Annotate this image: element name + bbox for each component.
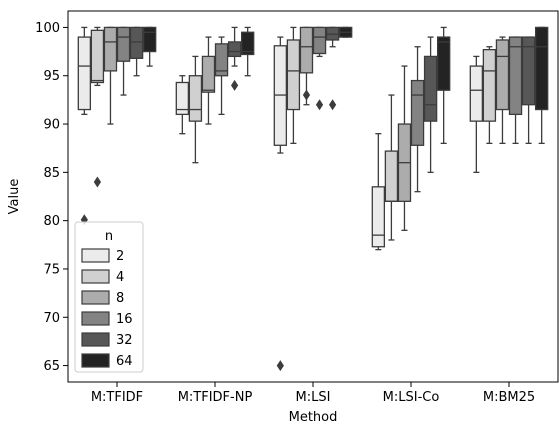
box-body xyxy=(371,186,386,248)
legend-swatch-n8 xyxy=(81,290,110,305)
box-n8-m-bm25 xyxy=(495,36,510,145)
y-tick-label: 100 xyxy=(35,21,60,36)
box-n2-m-lsi-co xyxy=(371,133,386,251)
box-n16-m-tfidf-np xyxy=(214,36,229,116)
box-body xyxy=(534,26,549,111)
legend-label-n16: 16 xyxy=(116,312,133,327)
box-body xyxy=(423,55,438,122)
box-body xyxy=(410,79,425,146)
box-n64-m-lsi-co xyxy=(436,26,451,145)
box-n16-m-tfidf xyxy=(116,26,131,96)
box-n8-m-lsi-co xyxy=(397,65,412,231)
legend-swatch-n64 xyxy=(81,353,110,368)
outlier-point xyxy=(302,89,311,101)
box-n64-m-lsi xyxy=(338,26,353,38)
y-tick-label: 90 xyxy=(43,118,60,133)
box-body xyxy=(299,26,314,74)
box-body xyxy=(214,43,229,77)
legend-label-n8: 8 xyxy=(116,291,124,306)
box-n32-m-lsi-co xyxy=(423,36,438,173)
box-n16-m-bm25 xyxy=(508,36,523,145)
box-n16-m-lsi-co xyxy=(410,46,425,193)
legend-label-n4: 4 xyxy=(116,270,124,285)
box-n4-m-lsi xyxy=(286,26,301,145)
legend-label-n2: 2 xyxy=(116,249,124,264)
legend-label-n32: 32 xyxy=(116,333,133,348)
box-body xyxy=(312,26,327,55)
outlier-point xyxy=(93,176,101,188)
box-body xyxy=(436,36,451,91)
box-body xyxy=(90,29,105,84)
box-body xyxy=(482,48,497,122)
box-body xyxy=(142,26,157,53)
box-n8-m-lsi xyxy=(299,26,314,106)
box-n4-m-lsi-co xyxy=(384,94,399,241)
box-body xyxy=(384,150,399,202)
y-tick-label: 70 xyxy=(43,311,60,326)
box-body xyxy=(201,55,216,93)
legend-swatch-n16 xyxy=(81,311,110,326)
x-axis: M:TFIDF M:TFIDF-NP M:LSI M:LSI-Co M:BM25 xyxy=(91,382,535,405)
y-tick-label: 65 xyxy=(43,359,60,374)
box-n4-m-tfidf xyxy=(90,26,105,188)
box-n2-m-tfidf xyxy=(77,26,92,226)
box-n32-m-tfidf xyxy=(129,26,144,77)
box-n64-m-bm25 xyxy=(534,26,549,145)
legend-title: n xyxy=(105,229,113,244)
box-body xyxy=(188,75,203,122)
x-tick-label: M:TFIDF-NP xyxy=(178,390,253,405)
y-axis-label: Value xyxy=(7,179,22,215)
box-body xyxy=(103,26,118,72)
box-n64-m-tfidf-np xyxy=(240,26,255,77)
y-tick-label: 75 xyxy=(43,262,60,277)
outlier-point xyxy=(315,99,324,111)
box-n2-m-lsi xyxy=(273,36,288,372)
box-n8-m-tfidf-np xyxy=(201,36,216,125)
box-body xyxy=(508,36,523,116)
outlier-point xyxy=(329,99,337,111)
box-body xyxy=(521,36,536,106)
x-tick-label: M:BM25 xyxy=(483,390,535,405)
box-n2-m-tfidf-np xyxy=(175,75,190,135)
legend-swatch-n4 xyxy=(81,269,110,284)
legend-swatch-n32 xyxy=(81,332,110,347)
box-body xyxy=(286,39,301,111)
box-body xyxy=(227,41,242,58)
box-body xyxy=(240,31,255,56)
outlier-point xyxy=(231,79,239,91)
y-tick-label: 95 xyxy=(43,69,60,84)
box-body xyxy=(175,81,190,116)
box-n2-m-bm25 xyxy=(469,55,484,173)
box-body xyxy=(77,36,92,111)
box-n32-m-tfidf-np xyxy=(227,26,242,91)
box-body xyxy=(116,26,131,62)
box-body xyxy=(129,26,144,59)
box-n4-m-bm25 xyxy=(482,46,497,145)
box-n32-m-lsi xyxy=(325,26,340,111)
x-tick-label: M:LSI xyxy=(296,390,331,405)
box-n64-m-tfidf xyxy=(142,26,157,67)
box-n32-m-bm25 xyxy=(521,36,536,145)
box-n4-m-tfidf-np xyxy=(188,55,203,164)
legend-swatch-n2 xyxy=(81,248,110,263)
y-axis: 65 70 75 80 85 90 95 100 xyxy=(35,21,68,374)
x-tick-label: M:LSI-Co xyxy=(383,390,440,405)
legend-label-n64: 64 xyxy=(116,354,133,369)
legend: n 2 4 8 16 32 64 xyxy=(74,221,144,373)
outlier-point xyxy=(276,360,284,372)
y-tick-label: 85 xyxy=(43,166,60,181)
x-tick-label: M:TFIDF xyxy=(91,390,143,405)
plot-frame xyxy=(67,10,559,383)
box-n16-m-lsi xyxy=(312,26,327,111)
y-tick-label: 80 xyxy=(43,214,60,229)
box-n8-m-tfidf xyxy=(103,26,118,125)
box-body xyxy=(495,39,510,111)
box-body xyxy=(469,65,484,122)
boxes xyxy=(77,26,549,372)
x-axis-label: Method xyxy=(289,410,338,423)
